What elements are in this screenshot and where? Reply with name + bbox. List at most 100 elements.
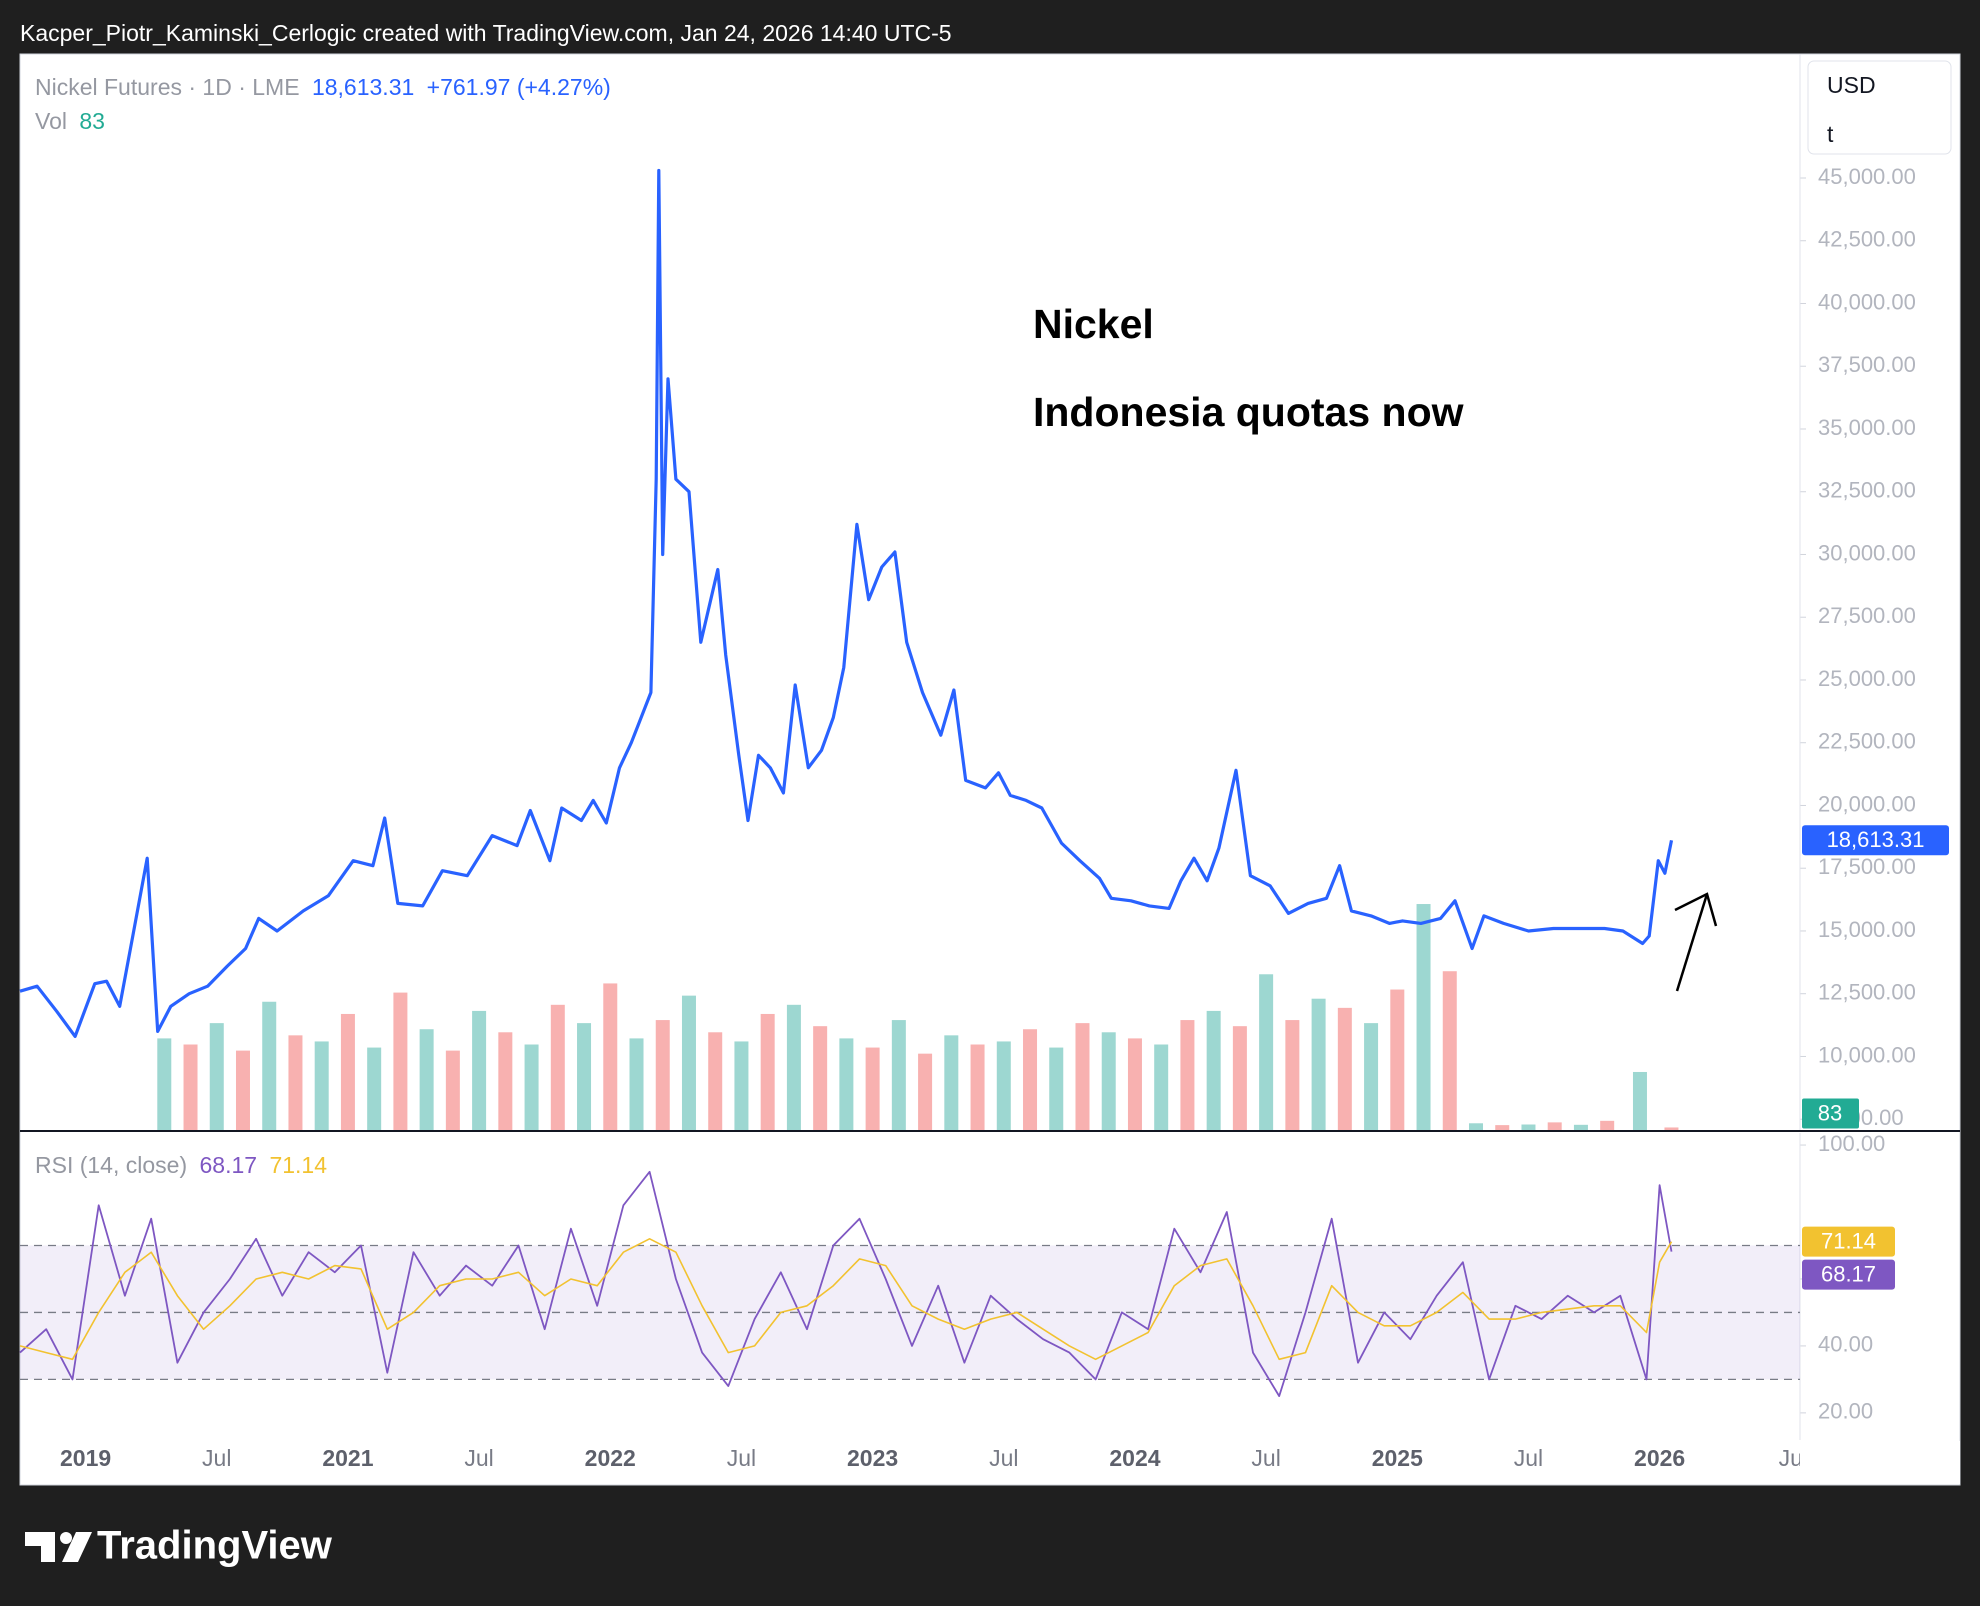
volume-bar <box>996 1041 1011 1130</box>
x-tick-label: 2024 <box>1109 1445 1160 1471</box>
volume-bar <box>786 1004 801 1130</box>
y-tick-label: 42,500.00 <box>1818 227 1916 252</box>
y-tick-label: 27,500.00 <box>1818 603 1916 628</box>
y-tick-label: 17,500.00 <box>1818 854 1916 879</box>
volume-bar <box>839 1038 854 1130</box>
rsi-title: RSI (14, close) <box>35 1152 187 1178</box>
arrow-head <box>1674 892 1718 927</box>
rsi-ma-value: 71.14 <box>269 1152 327 1178</box>
volume-bar <box>367 1047 382 1130</box>
volume-bar <box>1206 1010 1221 1130</box>
volume-bar <box>393 992 408 1130</box>
price-badge <box>1802 825 1949 856</box>
last-price: 18,613.31 <box>312 74 414 100</box>
volume-bar <box>1180 1020 1195 1130</box>
volume-bar <box>944 1035 959 1130</box>
volume-bar <box>891 1020 906 1130</box>
y-tick-label: 20,000.00 <box>1818 791 1916 816</box>
volume-bar <box>183 1044 198 1130</box>
rsi-line <box>19 1170 1673 1397</box>
price-badge-label: 18,613.31 <box>1827 827 1925 852</box>
symbol-legend: Nickel Futures · 1D · LME 18,613.31 +761… <box>35 74 611 100</box>
unit[interactable]: t <box>1827 121 1834 147</box>
volume-bar <box>1442 971 1457 1130</box>
rsi-value: 68.17 <box>200 1152 258 1178</box>
chart-frame <box>19 53 1961 1486</box>
volume-bar <box>760 1013 775 1130</box>
symbol: Nickel Futures · 1D · LME <box>35 74 300 100</box>
volume-badge-label: 83 <box>1818 1100 1842 1125</box>
rsi-legend: RSI (14, close) 68.17 71.14 <box>35 1152 327 1178</box>
y-tick-label: 35,000.00 <box>1818 415 1916 440</box>
volume-bar <box>1259 974 1274 1130</box>
x-tick-label: Jul <box>1514 1445 1543 1471</box>
volume-bar <box>1547 1122 1562 1130</box>
brand: TradingView <box>97 1524 333 1568</box>
currency-box[interactable] <box>1807 60 1952 155</box>
volume-bar <box>288 1035 303 1130</box>
volume-bar <box>1390 989 1405 1130</box>
volume-bar <box>314 1041 329 1130</box>
volume-bar <box>340 1013 355 1130</box>
volume-bar <box>419 1029 434 1130</box>
y-tick-label: 100.00 <box>1818 1131 1885 1156</box>
volume-bar <box>865 1047 880 1130</box>
volume-bar <box>813 1026 828 1130</box>
arrow <box>1674 892 1718 992</box>
y-tick-label: 20.00 <box>1818 1399 1873 1424</box>
x-tick-label: 2022 <box>585 1445 636 1471</box>
y-tick-label: 30,000.00 <box>1818 540 1916 565</box>
volume-bar <box>157 1038 172 1130</box>
volume-bar <box>708 1032 723 1130</box>
time-axis-cover <box>1800 1441 1960 1484</box>
x-tick-label: Jul <box>989 1445 1018 1471</box>
volume-bar <box>655 1020 670 1130</box>
volume-bar <box>577 1023 592 1130</box>
volume-bar <box>235 1050 250 1130</box>
y-tick-label: 12,500.00 <box>1818 980 1916 1005</box>
volume-value: 83 <box>79 108 105 134</box>
volume-badge <box>1802 1098 1859 1129</box>
y-tick-label: 45,000.00 <box>1818 164 1916 189</box>
volume-bar <box>1285 1020 1300 1130</box>
x-tick-label: Ju <box>1779 1445 1803 1471</box>
x-tick-label: Jul <box>727 1445 756 1471</box>
volume-bar <box>498 1032 513 1130</box>
x-tick-label: Jul <box>464 1445 493 1471</box>
rsi-badge-label: 68.17 <box>1821 1261 1876 1286</box>
logo-dot <box>60 1532 72 1544</box>
header: Kacper_Piotr_Kaminski_Cerlogic created w… <box>20 20 952 46</box>
volume-bar <box>1232 1026 1247 1130</box>
x-tick-label: Jul <box>1251 1445 1280 1471</box>
annotation: Indonesia quotas now <box>1033 389 1464 435</box>
volume-bar <box>1127 1038 1142 1130</box>
volume-bar <box>1337 1007 1352 1130</box>
currency[interactable]: USD <box>1827 72 1876 98</box>
volume-bar <box>970 1044 985 1130</box>
volume-bar <box>1469 1123 1484 1130</box>
rsi-badge-label: 71.14 <box>1821 1228 1876 1253</box>
volume-bar <box>1101 1032 1116 1130</box>
volume-bar <box>1075 1023 1090 1130</box>
x-tick-label: 2019 <box>60 1445 111 1471</box>
arrow-shaft <box>1675 893 1709 992</box>
x-tick-label: 2023 <box>847 1445 898 1471</box>
volume-bar <box>1495 1125 1510 1130</box>
y-tick-label: 25,000.00 <box>1818 666 1916 691</box>
volume-bar <box>918 1053 933 1130</box>
volume-bar <box>550 1004 565 1130</box>
brand-logo <box>25 1532 92 1562</box>
x-tick-label: 2026 <box>1634 1445 1685 1471</box>
volume-bar <box>1154 1044 1169 1130</box>
volume-bar <box>1364 1023 1379 1130</box>
volume-bar <box>524 1044 539 1130</box>
volume-bar <box>1573 1124 1588 1130</box>
volume-bar <box>1023 1029 1038 1130</box>
volume-bar <box>1049 1047 1064 1130</box>
volume-bar <box>603 983 618 1130</box>
volume-label: Vol <box>35 108 67 134</box>
volume-bar <box>1664 1127 1679 1130</box>
volume-bar <box>1311 998 1326 1130</box>
volume-bar <box>1521 1124 1536 1130</box>
